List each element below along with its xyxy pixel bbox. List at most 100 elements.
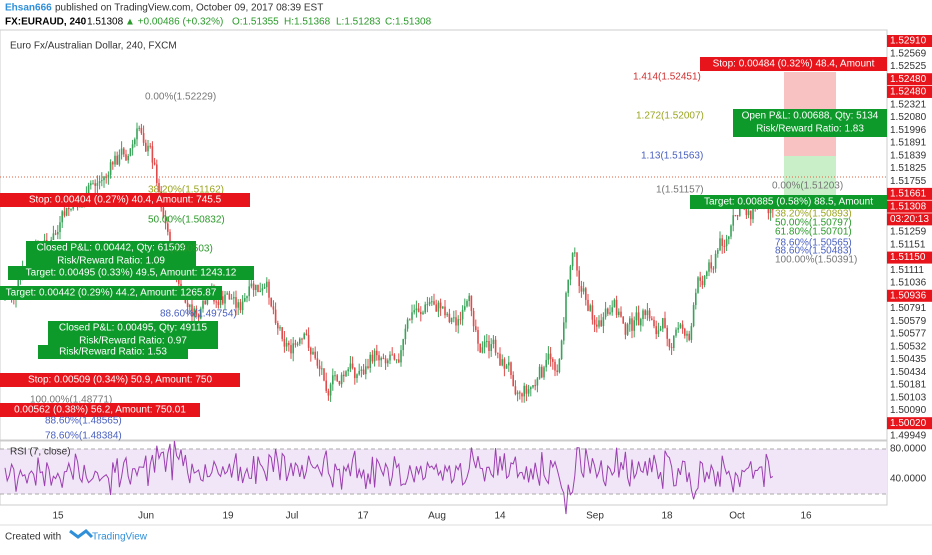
candle-body — [457, 319, 459, 326]
candle-body — [560, 340, 563, 360]
candle-body — [752, 207, 754, 220]
candle-body — [279, 327, 281, 329]
candle-body — [648, 310, 651, 319]
candle-body — [129, 148, 132, 156]
published: published on TradingView.com, October 09… — [55, 3, 323, 14]
candle-body — [65, 208, 68, 216]
candle-body — [235, 297, 237, 308]
candle-body — [750, 210, 752, 220]
candle-body — [274, 309, 277, 324]
candle-body — [246, 296, 248, 299]
candle-body — [736, 215, 739, 217]
candle-body — [626, 324, 629, 335]
candle-body — [360, 369, 363, 371]
candle-body — [400, 350, 402, 363]
candle-body — [468, 295, 470, 302]
annotation-label: Risk/Reward Ratio: 1.53 — [59, 347, 167, 358]
fib-label: 38.20%(1.50893) — [775, 209, 852, 220]
price-label: 1.50577 — [890, 329, 927, 340]
candle-body — [622, 316, 624, 324]
candle-body — [728, 236, 730, 240]
candle-body — [164, 217, 167, 224]
price-label-bg — [887, 251, 932, 264]
candle-body — [149, 145, 151, 147]
brand-logo — [69, 529, 94, 539]
candle-body — [703, 276, 706, 286]
fib-label: (1.50503) — [170, 244, 213, 255]
candle-body — [255, 284, 257, 291]
candle-body — [688, 333, 690, 340]
price-label: 1.52480 — [890, 87, 927, 98]
annotation-label: Stop: 0.00484 (0.32%) 48.4, Amount — [713, 59, 875, 70]
candle-body — [136, 128, 138, 140]
candle-body — [127, 155, 129, 161]
candle-body — [576, 252, 578, 271]
candle-body — [114, 155, 116, 165]
price-label: 1.51111 — [890, 265, 924, 276]
candle-body — [679, 324, 682, 328]
candle-body — [420, 311, 422, 315]
fib-label: 100.00%(1.50391) — [775, 255, 857, 266]
candle-body — [61, 211, 63, 223]
candle-body — [288, 342, 290, 346]
candle-body — [538, 366, 541, 379]
candle-body — [244, 298, 246, 302]
created-with: Created with — [5, 532, 61, 543]
candle-body — [142, 133, 145, 143]
candle-body — [532, 385, 534, 388]
candle-body — [382, 357, 385, 359]
price-label-bg — [887, 85, 932, 98]
candle-body — [373, 350, 376, 362]
candle-body — [336, 375, 338, 381]
annotation-box — [38, 345, 188, 359]
fib-label: 78.60%(1.50565) — [775, 238, 852, 249]
candle-body — [365, 366, 367, 375]
price-label: 1.51825 — [890, 163, 927, 174]
price-label: 1.50532 — [890, 341, 927, 352]
candle-body — [666, 327, 668, 339]
candle-body — [591, 305, 594, 320]
candle-body — [697, 277, 699, 293]
candle-body — [147, 145, 149, 152]
candle-body — [96, 183, 99, 186]
candle-body — [233, 297, 235, 299]
candle-body — [547, 353, 550, 360]
candle-body — [299, 338, 301, 344]
candle-body — [140, 127, 143, 134]
fib-label: 78.60%(1.48384) — [45, 431, 122, 442]
candle-body — [356, 374, 358, 379]
candle-body — [446, 313, 448, 316]
candle-body — [222, 296, 224, 304]
candle-body — [125, 154, 127, 161]
brand[interactable]: TradingView — [92, 532, 148, 543]
fib-label: 38.20%(1.51162) — [148, 185, 224, 196]
candle-body — [191, 304, 193, 317]
candle-body — [384, 358, 387, 364]
candle-body — [604, 308, 607, 318]
time-label: Sep — [586, 511, 604, 522]
candle-body — [512, 374, 514, 387]
candle-body — [318, 365, 321, 370]
candle-body — [57, 232, 59, 235]
candle-body — [323, 368, 325, 381]
price-label: 1.50579 — [890, 316, 927, 327]
candle-body — [437, 302, 440, 312]
annotation-label: Closed P&L: 0.00442, Qty: 61509 — [37, 243, 186, 254]
candle-body — [730, 225, 732, 237]
candle-body — [439, 302, 442, 309]
candle-body — [481, 347, 484, 353]
annotation-box — [700, 57, 887, 71]
candle-body — [145, 142, 147, 152]
candle-body — [305, 333, 308, 335]
candle-body — [710, 262, 712, 269]
candle-body — [431, 301, 433, 303]
author[interactable]: Ehsan666 — [5, 3, 52, 14]
candle-body — [422, 312, 424, 315]
candle-body — [277, 323, 279, 329]
candle-body — [393, 354, 396, 360]
candle-body — [464, 306, 466, 310]
candle-body — [767, 207, 770, 214]
candle-body — [402, 339, 404, 351]
candle-body — [257, 284, 259, 293]
